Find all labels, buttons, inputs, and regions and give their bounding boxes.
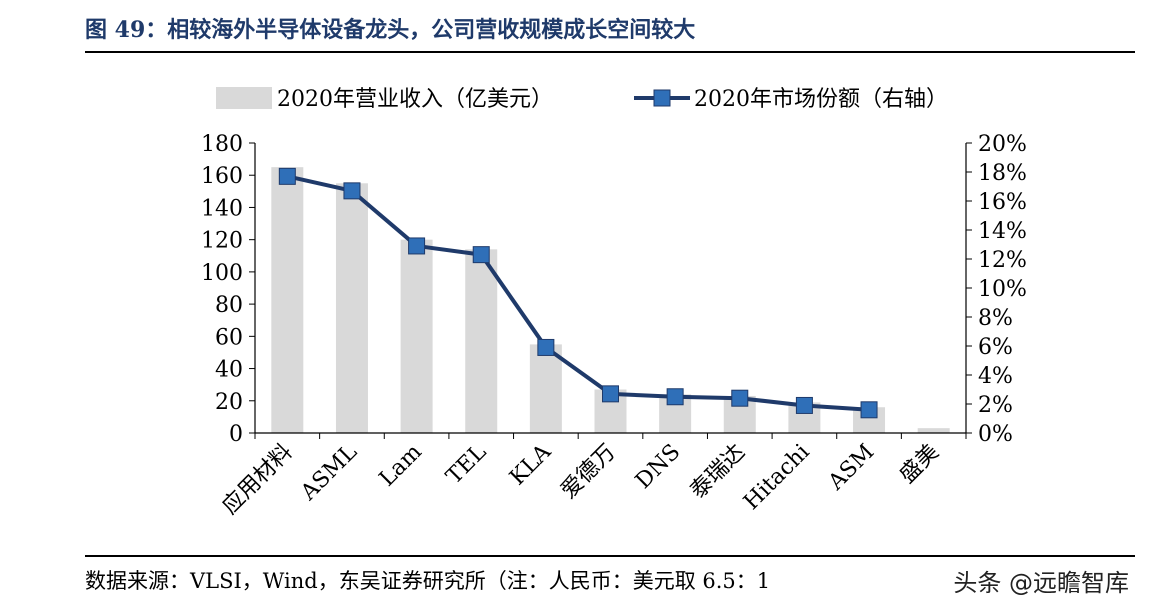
share-point-7 xyxy=(731,389,749,407)
category-label-10: 盛美 xyxy=(895,440,944,489)
left-tick-label-5: 100 xyxy=(201,261,243,286)
category-label-4: KLA xyxy=(505,439,557,491)
share-point-4 xyxy=(537,338,555,356)
bar-0 xyxy=(271,167,304,433)
share-point-5 xyxy=(602,385,619,403)
category-label-9: ASM xyxy=(823,440,879,496)
left-tick-label-4: 80 xyxy=(215,293,243,318)
category-label-6: DNS xyxy=(631,440,685,494)
left-tick-label-1: 20 xyxy=(215,390,243,415)
category-label-0: 应用材料 xyxy=(218,440,298,520)
share-point-1 xyxy=(343,182,361,200)
right-tick-label-5: 10% xyxy=(978,277,1027,302)
share-line xyxy=(286,174,870,412)
share-point-3 xyxy=(472,246,490,264)
category-label-3: TEL xyxy=(442,439,492,489)
right-tick-label-8: 16% xyxy=(978,190,1027,215)
right-tick-label-2: 4% xyxy=(978,364,1013,389)
category-label-2: Lam xyxy=(375,439,427,491)
share-point-8 xyxy=(795,396,813,414)
share-point-9 xyxy=(860,401,878,419)
share-point-2 xyxy=(408,237,426,255)
right-tick-label-1: 2% xyxy=(978,393,1013,418)
legend-label-bar: 2020年营业收入（亿美元） xyxy=(277,87,553,112)
left-tick-label-9: 180 xyxy=(201,132,243,157)
right-tick-label-9: 18% xyxy=(978,161,1027,186)
left-tick-label-0: 0 xyxy=(229,422,243,447)
watermark: 头条 @远瞻智库 xyxy=(949,563,1133,598)
legend-label-line: 2020年市场份额（右轴） xyxy=(694,87,948,112)
chart-title: 图 49：相较海外半导体设备龙头，公司营收规模成长空间较大 xyxy=(85,17,696,43)
bar-3 xyxy=(465,249,498,433)
left-tick-label-3: 60 xyxy=(215,325,243,350)
left-tick-label-2: 40 xyxy=(215,358,243,383)
right-tick-label-7: 14% xyxy=(978,219,1027,244)
right-tick-label-10: 20% xyxy=(978,132,1027,157)
bar-10 xyxy=(917,428,950,433)
bar-4 xyxy=(529,344,562,433)
bar-1 xyxy=(335,183,368,433)
right-tick-label-0: 0% xyxy=(978,422,1013,447)
legend-swatch-bar xyxy=(216,87,272,109)
share-point-6 xyxy=(666,388,684,406)
legend-swatch-marker xyxy=(653,89,671,107)
category-label-7: 泰瑞达 xyxy=(686,440,750,504)
right-tick-label-4: 8% xyxy=(978,306,1013,331)
bar-2 xyxy=(400,239,433,433)
top-divider xyxy=(85,51,1135,53)
bottom-divider xyxy=(85,555,1135,557)
category-label-5: 爱德万 xyxy=(556,440,620,504)
share-point-0 xyxy=(278,167,296,185)
right-tick-label-6: 12% xyxy=(978,248,1027,273)
category-label-1: ASML xyxy=(296,439,363,506)
right-tick-label-3: 6% xyxy=(978,335,1013,360)
left-tick-label-6: 120 xyxy=(201,229,243,254)
left-tick-label-7: 140 xyxy=(201,196,243,221)
left-tick-label-8: 160 xyxy=(201,164,243,189)
source-note: 数据来源：VLSI，Wind，东吴证券研究所（注：人民币：美元取 6.5：1 xyxy=(85,569,771,593)
category-label-8: Hitachi xyxy=(739,440,814,515)
